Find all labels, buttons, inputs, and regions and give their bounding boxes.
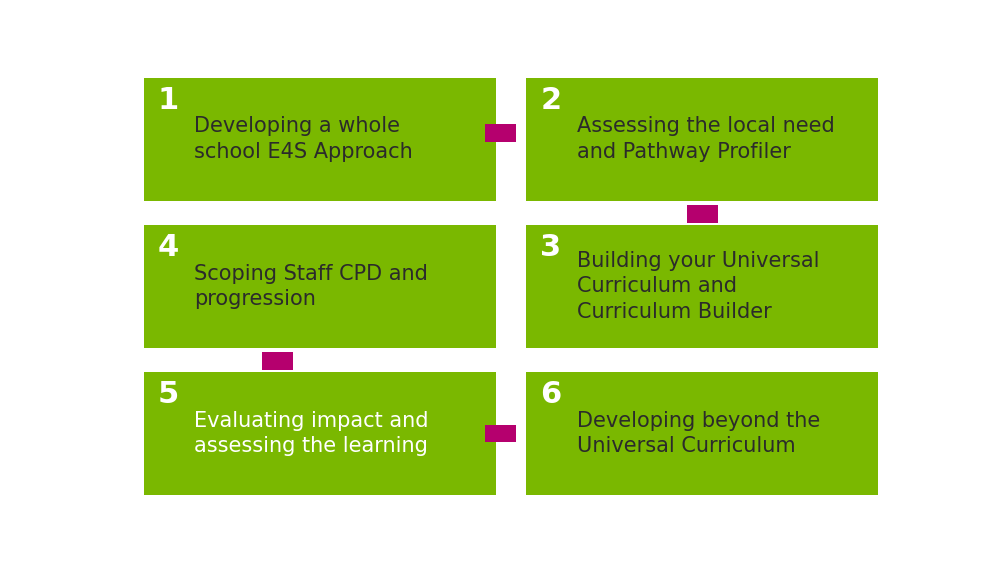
Text: 1: 1: [158, 86, 179, 115]
Text: 3: 3: [540, 232, 561, 261]
Bar: [687, 205, 718, 223]
Text: Building your Universal
Curriculum and
Curriculum Builder: Building your Universal Curriculum and C…: [576, 251, 820, 322]
Bar: [144, 78, 496, 201]
Text: 4: 4: [158, 232, 179, 261]
Bar: [485, 124, 515, 142]
Bar: [144, 372, 496, 495]
Text: Developing beyond the
Universal Curriculum: Developing beyond the Universal Curricul…: [576, 411, 820, 456]
Text: Assessing the local need
and Pathway Profiler: Assessing the local need and Pathway Pro…: [576, 116, 834, 162]
Text: Developing a whole
school E4S Approach: Developing a whole school E4S Approach: [194, 116, 413, 162]
Text: 5: 5: [158, 380, 179, 409]
Text: 2: 2: [540, 86, 561, 115]
Bar: [526, 372, 878, 495]
Bar: [144, 225, 496, 348]
Bar: [262, 352, 293, 370]
Bar: [526, 78, 878, 201]
Text: 6: 6: [540, 380, 561, 409]
Text: Evaluating impact and
assessing the learning: Evaluating impact and assessing the lear…: [194, 411, 429, 456]
Text: Scoping Staff CPD and
progression: Scoping Staff CPD and progression: [194, 264, 428, 309]
Bar: [526, 225, 878, 348]
Bar: [485, 425, 515, 442]
